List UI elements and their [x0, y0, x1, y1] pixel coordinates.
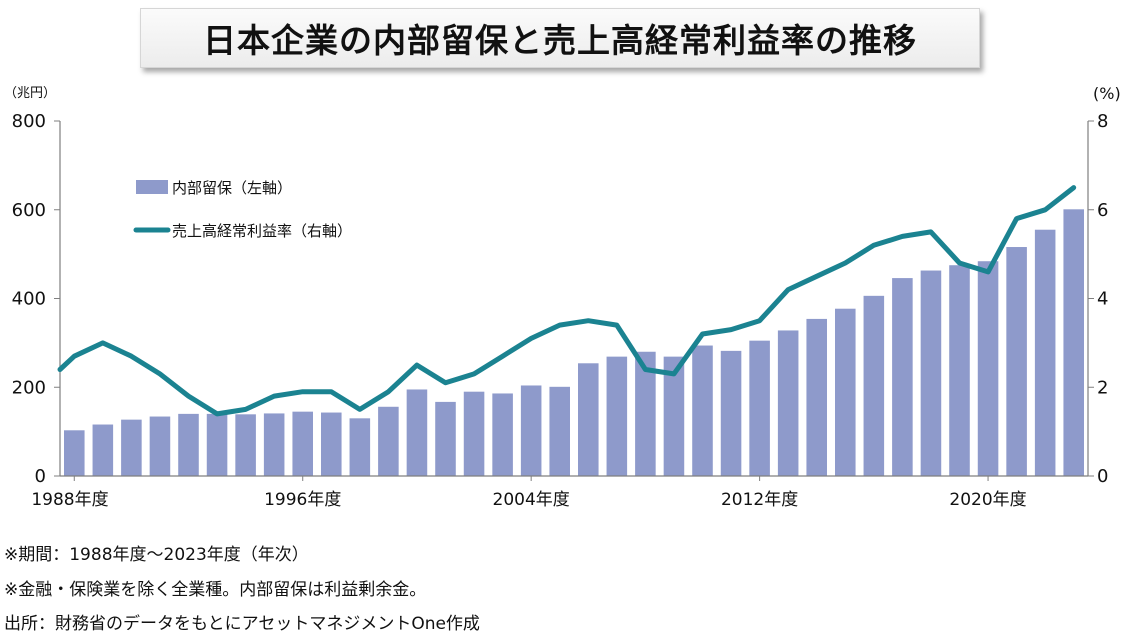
bar-1990: [121, 419, 142, 476]
bar-2011: [720, 350, 742, 476]
bar-2022: [1034, 229, 1056, 476]
chart-title: 日本企業の内部留保と売上高経常利益率の推移: [203, 21, 917, 60]
bar-1996: [292, 411, 314, 476]
combo-chart: 0 200 400 600 800 0 2 4 6 8 （兆円） (%) 1988年度 1996年度 200…: [4, 84, 1121, 510]
bar-2013: [777, 330, 799, 476]
note-period: ※期間：1988年度～2023年度（年次）: [4, 545, 309, 565]
bar-1992: [178, 413, 199, 476]
bar-2012: [749, 340, 770, 476]
bar-1995: [263, 413, 285, 476]
bar-2020: [977, 261, 999, 476]
legend-label-line: 売上高経常利益率（右軸）: [172, 222, 352, 240]
legend-swatch-bar: [136, 180, 168, 194]
bar-1994: [235, 414, 256, 476]
left-tick-label: 400: [12, 289, 46, 310]
bar-2019: [949, 265, 970, 476]
bar-2002: [463, 391, 485, 476]
bar-1991: [149, 416, 171, 476]
right-tick-label: 6: [1097, 200, 1108, 221]
bar-2004: [520, 385, 542, 476]
right-tick-label: 2: [1097, 377, 1108, 398]
note-source: 出所：財務省のデータをもとにアセットマネジメントOne作成: [4, 614, 480, 634]
bar-1988: [63, 430, 85, 476]
bar-2003: [492, 393, 513, 476]
bar-2023: [1063, 209, 1085, 476]
bar-1989: [92, 424, 114, 476]
x-tick-label: 1996年度: [264, 490, 341, 510]
bar-2001: [435, 401, 456, 476]
bar-2009: [663, 356, 685, 476]
x-tick-label: 1988年度: [31, 490, 108, 510]
right-tick-label: 0: [1097, 466, 1108, 487]
bar-2021: [1006, 247, 1027, 476]
bar-1993: [206, 413, 228, 476]
chart-title-box: 日本企業の内部留保と売上高経常利益率の推移: [140, 8, 980, 68]
bar-2017: [892, 278, 913, 476]
right-tick-label: 8: [1097, 111, 1108, 132]
bar-1998: [349, 418, 371, 476]
bar-2008: [635, 351, 656, 476]
bar-2007: [606, 356, 628, 476]
bar-2006: [577, 363, 599, 476]
bar-2014: [806, 318, 828, 476]
left-tick-label: 200: [12, 377, 46, 398]
x-tick-label: 2004年度: [493, 490, 570, 510]
bar-1999: [378, 406, 399, 476]
right-tick-label: 4: [1097, 289, 1108, 310]
left-axis-unit: （兆円）: [4, 86, 56, 101]
left-tick-label: 600: [12, 200, 46, 221]
bar-2005: [549, 386, 571, 476]
x-tick-label: 2020年度: [949, 490, 1026, 510]
left-tick-label: 800: [12, 111, 46, 132]
left-tick-label: 0: [35, 466, 46, 487]
bar-2016: [863, 295, 885, 476]
profit-margin-line: [57, 185, 1077, 417]
bar-2015: [834, 308, 856, 476]
x-tick-label: 2012年度: [721, 490, 798, 510]
bar-2000: [406, 389, 428, 476]
note-scope: ※金融・保険業を除く全業種。内部留保は利益剰余金。: [4, 580, 427, 600]
bar-1997: [320, 412, 342, 476]
legend-label-bar: 内部留保（左軸）: [172, 179, 292, 197]
right-axis-unit: (%): [1093, 84, 1121, 103]
bar-2010: [692, 345, 713, 476]
bar-2018: [920, 270, 942, 476]
